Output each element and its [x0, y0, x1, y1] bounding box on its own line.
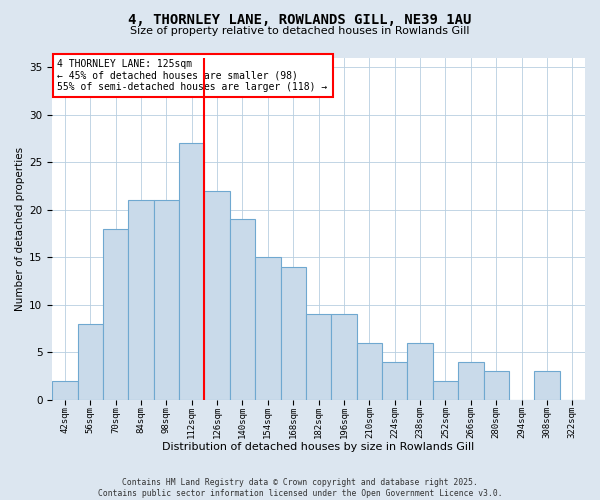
- Y-axis label: Number of detached properties: Number of detached properties: [15, 146, 25, 310]
- Bar: [77, 324, 103, 400]
- Bar: [154, 200, 179, 400]
- Text: Contains HM Land Registry data © Crown copyright and database right 2025.
Contai: Contains HM Land Registry data © Crown c…: [98, 478, 502, 498]
- Bar: [205, 190, 230, 400]
- Bar: [331, 314, 356, 400]
- Bar: [103, 228, 128, 400]
- Bar: [433, 381, 458, 400]
- Bar: [458, 362, 484, 400]
- Text: 4, THORNLEY LANE, ROWLANDS GILL, NE39 1AU: 4, THORNLEY LANE, ROWLANDS GILL, NE39 1A…: [128, 12, 472, 26]
- Bar: [128, 200, 154, 400]
- X-axis label: Distribution of detached houses by size in Rowlands Gill: Distribution of detached houses by size …: [163, 442, 475, 452]
- Bar: [179, 143, 205, 400]
- Bar: [407, 343, 433, 400]
- Bar: [306, 314, 331, 400]
- Text: Size of property relative to detached houses in Rowlands Gill: Size of property relative to detached ho…: [130, 26, 470, 36]
- Bar: [534, 372, 560, 400]
- Text: 4 THORNLEY LANE: 125sqm
← 45% of detached houses are smaller (98)
55% of semi-de: 4 THORNLEY LANE: 125sqm ← 45% of detache…: [58, 59, 328, 92]
- Bar: [281, 266, 306, 400]
- Bar: [356, 343, 382, 400]
- Bar: [382, 362, 407, 400]
- Bar: [255, 257, 281, 400]
- Bar: [230, 219, 255, 400]
- Bar: [484, 372, 509, 400]
- Bar: [52, 381, 77, 400]
